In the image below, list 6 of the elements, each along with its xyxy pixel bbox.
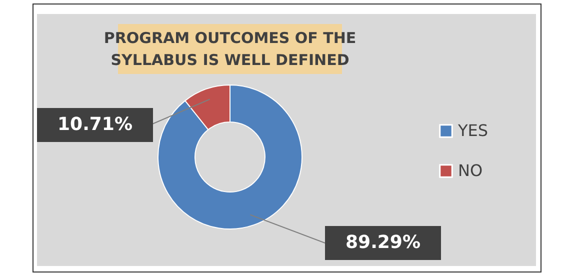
data-label: 89.29%	[346, 232, 420, 253]
legend-label: NO	[458, 161, 483, 180]
chart-title: PROGRAM OUTCOMES OF THE SYLLABUS IS WELL DEFINED	[104, 29, 356, 69]
legend-label: YES	[457, 121, 488, 140]
data-label: 10.71%	[58, 114, 132, 135]
donut-slice	[158, 84, 302, 230]
